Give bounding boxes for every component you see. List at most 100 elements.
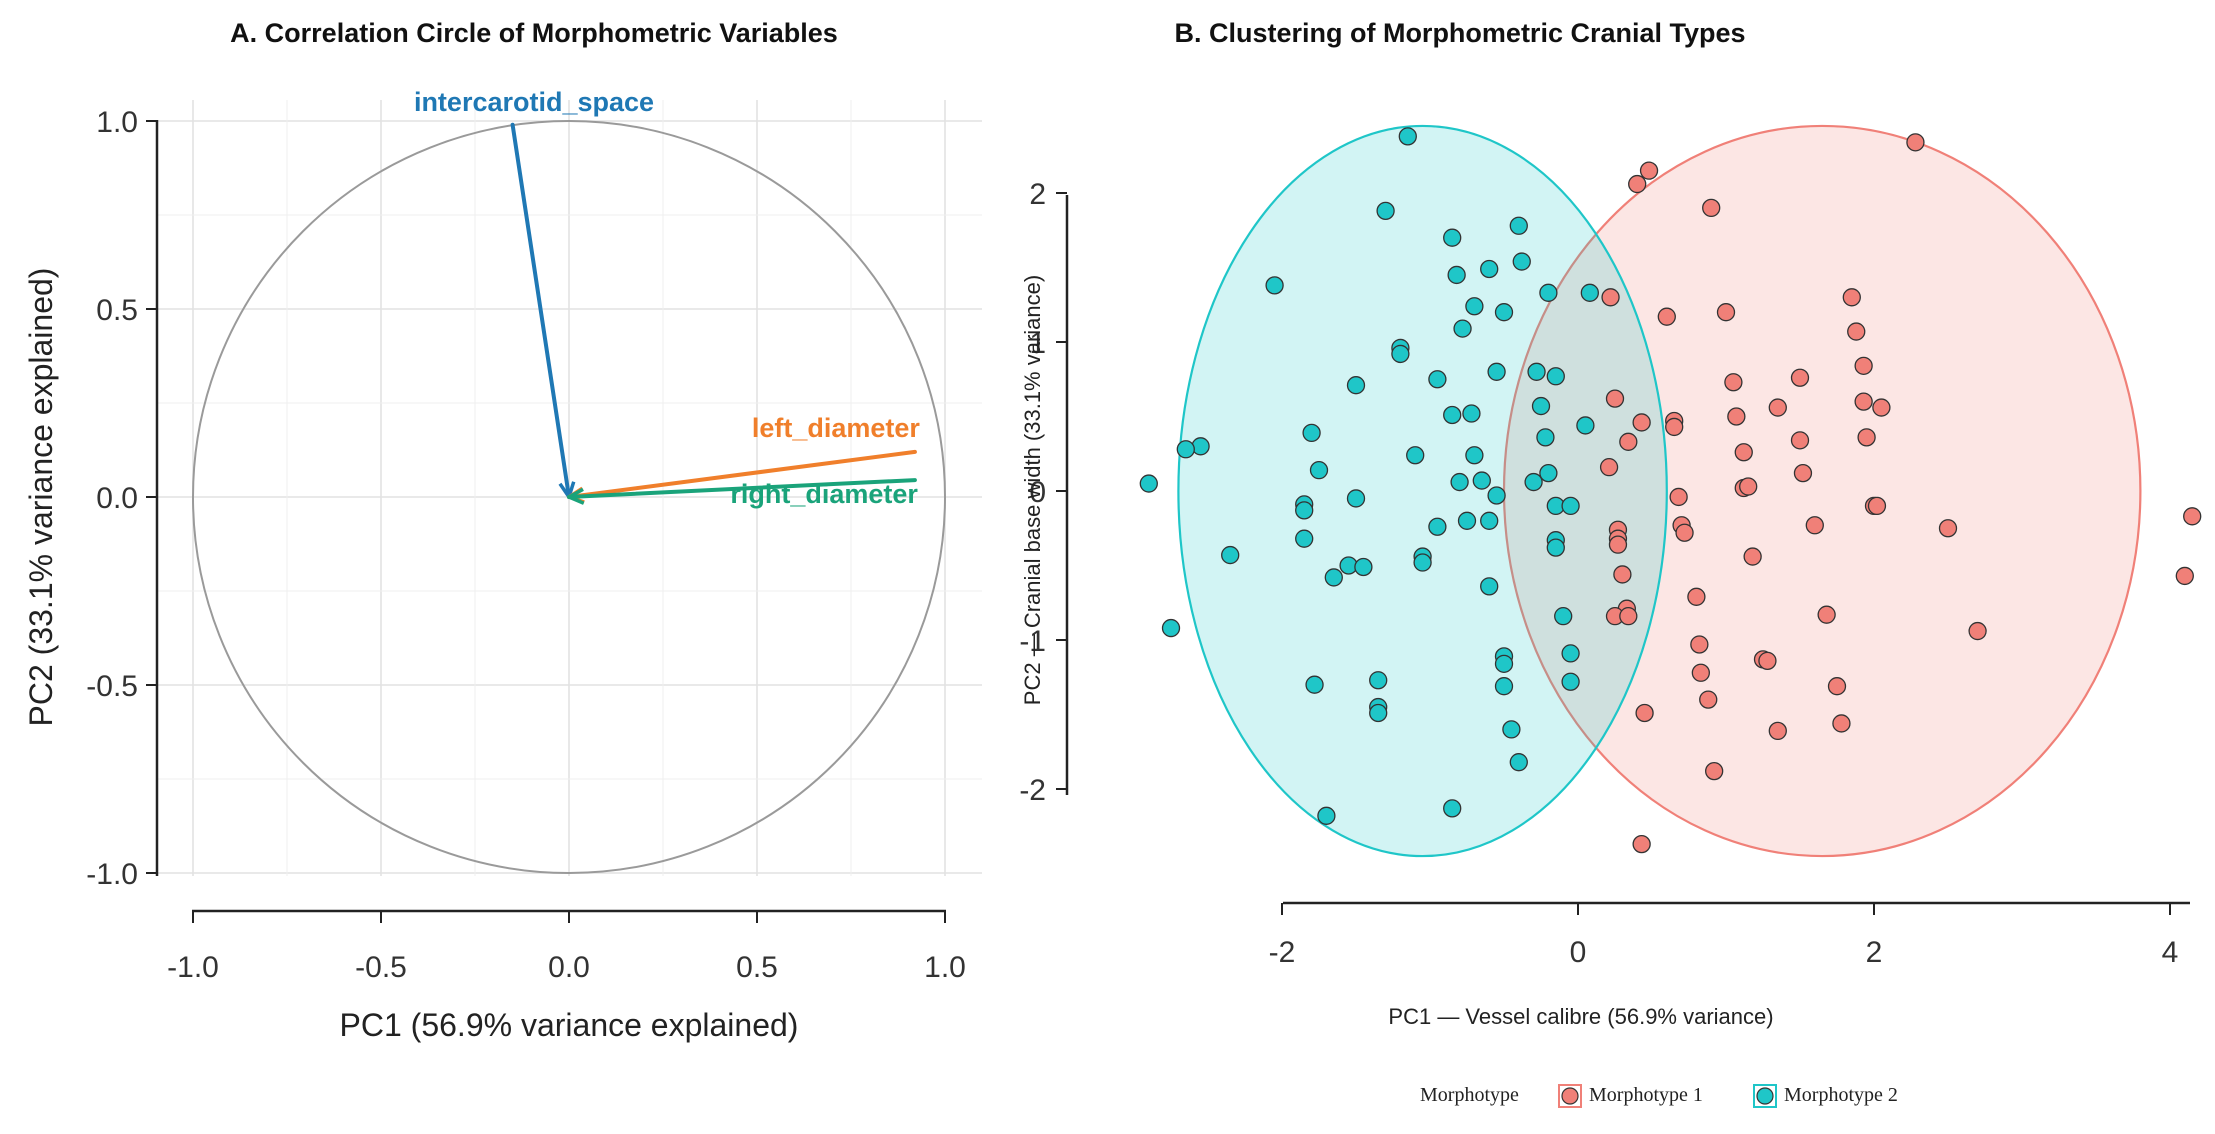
point-morphotype-1 — [1758, 651, 1777, 671]
point-morphotype-2 — [1576, 416, 1595, 435]
panel-b-x-tick-label: 2 — [1866, 936, 1883, 969]
point-morphotype-2 — [1480, 577, 1499, 596]
point-morphotype-1 — [1690, 635, 1709, 654]
panel-a-y-tick-label: 1.0 — [96, 106, 138, 139]
point-morphotype-2 — [1457, 511, 1477, 530]
panel-a-y-ticks: 1.0 0.5 0.0 -0.5 -1.0 — [86, 106, 157, 891]
point-morphotype-2 — [1447, 265, 1466, 285]
point-morphotype-2 — [1539, 463, 1558, 483]
point-morphotype-1 — [1790, 431, 1810, 450]
point-morphotype-2 — [1527, 362, 1546, 381]
panel-b-y-tick-label: -2 — [1019, 774, 1046, 807]
point-morphotype-2 — [1561, 496, 1580, 516]
point-morphotype-1 — [1768, 398, 1787, 417]
point-morphotype-2 — [1295, 501, 1314, 520]
point-morphotype-2 — [1487, 486, 1506, 505]
panel-b-y-tick-label: 2 — [1029, 178, 1046, 211]
point-morphotype-2 — [1443, 228, 1462, 247]
point-morphotype-2 — [1554, 607, 1573, 626]
point-morphotype-2 — [1369, 703, 1388, 723]
point-morphotype-1 — [1872, 398, 1891, 417]
point-morphotype-1 — [1657, 307, 1676, 326]
point-morphotype-1 — [1968, 621, 1987, 641]
point-morphotype-1 — [1768, 721, 1787, 741]
point-morphotype-1 — [1847, 322, 1866, 341]
panel-a-x-tick-label: -1.0 — [167, 951, 219, 984]
point-morphotype-1 — [1699, 690, 1718, 709]
point-morphotype-1 — [1632, 413, 1651, 432]
loading-arrowhead-right_diameter — [567, 487, 585, 505]
panel-b-x-tick-label: -2 — [1269, 936, 1296, 969]
point-morphotype-1 — [1601, 288, 1620, 307]
point-morphotype-1 — [1817, 605, 1836, 624]
panel-b-x-ticks: -2 0 2 4 — [1269, 903, 2179, 969]
legend-title: Morphotype — [1420, 1084, 1519, 1106]
panel-a-y-axis-title: PC2 (33.1% variance explained) — [23, 268, 59, 727]
point-morphotype-2 — [1480, 511, 1499, 530]
legend: Morphotype Morphotype 1 Morphotype 2 — [1420, 1084, 1898, 1108]
point-morphotype-2 — [1406, 446, 1425, 465]
point-morphotype-1 — [1619, 607, 1638, 626]
vector-label-intercarotid_space: intercarotid_space — [414, 87, 654, 117]
cluster-ellipses — [1177, 124, 2142, 858]
point-morphotype-2 — [1453, 319, 1472, 338]
panel-b-x-tick-label: 0 — [1570, 936, 1587, 969]
point-morphotype-2 — [1502, 720, 1521, 739]
point-morphotype-2 — [1428, 370, 1447, 389]
point-morphotype-1 — [2175, 566, 2194, 586]
point-morphotype-2 — [1487, 362, 1506, 381]
point-morphotype-2 — [1472, 471, 1491, 490]
point-morphotype-1 — [1628, 174, 1647, 194]
point-morphotype-2 — [1376, 201, 1395, 221]
panel-b-y-tick-label: -1 — [1019, 625, 1046, 658]
point-morphotype-2 — [1561, 644, 1580, 663]
point-morphotype-2 — [1512, 252, 1531, 271]
point-morphotype-1 — [1739, 477, 1758, 496]
point-morphotype-2 — [1317, 806, 1336, 825]
panel-a-y-tick-label: -0.5 — [86, 670, 138, 703]
point-morphotype-1 — [1724, 373, 1743, 392]
panel-b-cluster-plot: B. Clustering of Morphometric Cranial Ty… — [1019, 18, 2202, 1108]
panel-b-x-tick-label: 4 — [2162, 936, 2179, 969]
panel-b-y-tick-label: 0 — [1029, 476, 1046, 509]
panel-b-y-tick-label: 1 — [1029, 327, 1046, 360]
cluster-ellipse-morphotype-2 — [1177, 124, 1668, 858]
point-morphotype-2 — [1443, 405, 1462, 425]
loading-arrow-intercarotid_space — [510, 122, 571, 499]
panel-a-y-tick-label: -1.0 — [86, 858, 138, 891]
point-morphotype-2 — [1561, 672, 1580, 691]
panel-a-x-ticks: -1.0 -0.5 0.0 0.5 1.0 — [167, 911, 966, 984]
point-morphotype-1 — [1687, 587, 1706, 606]
point-morphotype-1 — [1805, 516, 1824, 535]
point-morphotype-2 — [1391, 344, 1410, 364]
panel-a-x-tick-label: 0.0 — [548, 951, 590, 984]
cluster-points — [1139, 127, 2202, 854]
loading-arrow-right_diameter — [567, 478, 917, 499]
point-morphotype-1 — [1702, 198, 1721, 218]
point-morphotype-1 — [1857, 428, 1876, 447]
point-morphotype-1 — [1619, 432, 1638, 451]
point-morphotype-2 — [1139, 474, 1158, 493]
point-morphotype-1 — [1854, 356, 1873, 375]
point-morphotype-2 — [1509, 753, 1528, 772]
point-morphotype-2 — [1309, 460, 1329, 480]
panel-b-title: B. Clustering of Morphometric Cranial Ty… — [1174, 18, 1745, 48]
point-morphotype-1 — [1691, 663, 1710, 682]
legend-marker-morphotype-1 — [1561, 1087, 1579, 1105]
point-morphotype-2 — [1450, 472, 1469, 492]
point-morphotype-1 — [1716, 303, 1736, 322]
point-morphotype-2 — [1443, 799, 1462, 818]
point-morphotype-2 — [1509, 216, 1528, 235]
point-morphotype-1 — [1734, 443, 1753, 462]
point-morphotype-1 — [2183, 507, 2202, 526]
point-morphotype-1 — [1727, 407, 1746, 426]
point-morphotype-2 — [1539, 283, 1558, 302]
point-morphotype-2 — [1531, 396, 1551, 416]
point-morphotype-1 — [1608, 535, 1628, 554]
point-morphotype-2 — [1161, 618, 1181, 638]
legend-label-morphotype-2: Morphotype 2 — [1784, 1084, 1898, 1106]
point-morphotype-1 — [1639, 161, 1659, 180]
point-morphotype-2 — [1494, 677, 1514, 696]
point-morphotype-2 — [1524, 472, 1543, 492]
